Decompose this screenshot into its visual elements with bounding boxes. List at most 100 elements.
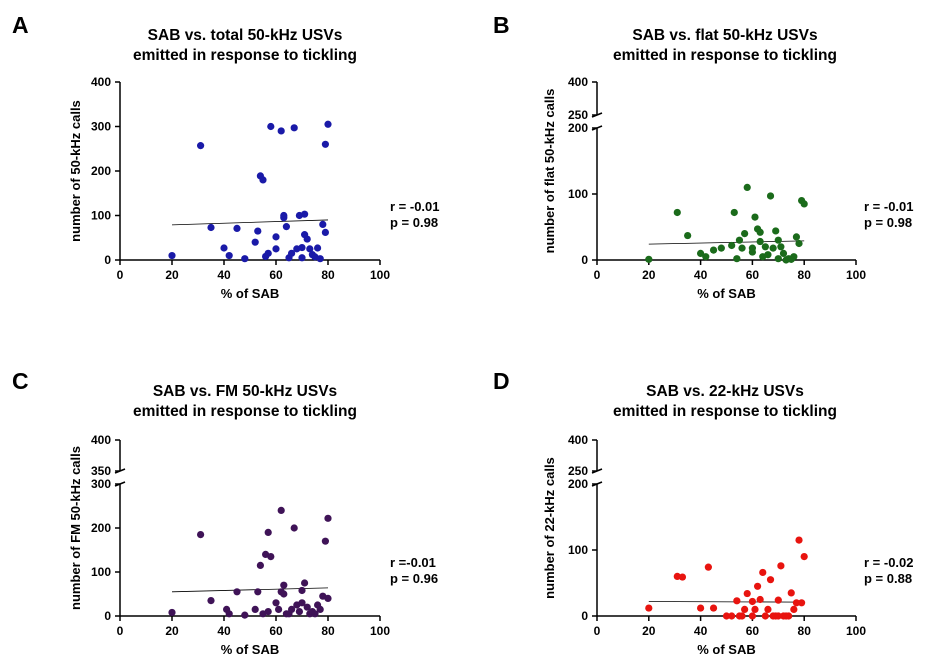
data-point <box>295 608 303 616</box>
data-point <box>314 244 322 252</box>
data-point <box>738 612 746 620</box>
data-point <box>275 605 283 614</box>
data-point <box>256 561 264 570</box>
y-tick-label: 200 <box>91 521 111 535</box>
y-tick-label: 100 <box>568 543 588 557</box>
data-point <box>766 576 775 584</box>
chart-title: emitted in response to tickling <box>613 403 837 420</box>
data-point <box>738 244 746 252</box>
data-point <box>673 208 681 217</box>
chart-title: emitted in response to tickling <box>133 47 357 64</box>
data-point <box>741 605 749 614</box>
x-tick-label: 20 <box>642 624 656 638</box>
data-point <box>288 605 296 614</box>
data-point <box>792 599 801 607</box>
data-point <box>277 506 285 514</box>
data-point <box>233 224 241 233</box>
chart-title: SAB vs. flat 50-kHz USVs <box>632 27 817 44</box>
x-tick-label: 80 <box>798 624 812 638</box>
data-point <box>259 176 267 184</box>
data-point <box>795 239 803 248</box>
data-point <box>241 255 249 263</box>
y-tick-label: 0 <box>581 609 588 623</box>
data-point <box>303 603 311 611</box>
x-tick-label: 0 <box>117 624 124 638</box>
panel-letter: A <box>12 12 29 38</box>
data-point <box>225 610 233 618</box>
data-point <box>800 553 808 561</box>
y-tick-label: 0 <box>104 253 111 267</box>
data-point <box>743 589 751 598</box>
panel-letter: D <box>493 368 510 394</box>
x-tick-label: 80 <box>798 268 812 282</box>
data-point <box>678 573 687 581</box>
data-point <box>704 563 712 571</box>
data-point <box>168 251 176 260</box>
data-point <box>316 255 324 263</box>
data-point <box>298 254 306 262</box>
data-point <box>741 230 749 238</box>
data-point <box>280 214 288 222</box>
y-tick-label: 200 <box>568 121 588 135</box>
data-point <box>254 227 262 235</box>
data-point <box>756 237 764 246</box>
y-tick-label: 300 <box>91 120 111 134</box>
x-tick-label: 80 <box>321 268 335 282</box>
y-tick-label: 100 <box>91 565 111 579</box>
chart-title: SAB vs. total 50-kHz USVs <box>148 27 343 44</box>
data-point <box>728 241 736 250</box>
data-point <box>298 243 306 252</box>
y-axis-label: number of FM 50-kHz calls <box>68 446 83 610</box>
y-tick-label: 250 <box>568 108 588 122</box>
data-point <box>774 255 782 263</box>
regression-line <box>171 219 329 226</box>
stat-p: p = 0.96 <box>390 571 438 586</box>
data-point <box>697 249 705 257</box>
data-point <box>264 608 272 616</box>
x-tick-label: 60 <box>746 624 760 638</box>
data-point <box>792 233 801 241</box>
data-point <box>316 605 324 614</box>
panel-letter: C <box>12 368 29 394</box>
data-point <box>785 612 793 620</box>
data-point <box>264 528 272 537</box>
x-axis-label: % of SAB <box>697 286 756 301</box>
y-tick-label: 400 <box>568 433 588 447</box>
x-tick-label: 40 <box>217 268 231 282</box>
data-point <box>290 524 298 532</box>
data-point <box>774 612 782 620</box>
data-point <box>756 228 764 236</box>
data-point <box>225 251 233 260</box>
y-axis-label: number of 50-kHz calls <box>68 100 83 242</box>
x-axis-label: % of SAB <box>697 642 756 657</box>
data-point <box>207 597 215 605</box>
data-point <box>764 251 772 259</box>
stat-p: p = 0.88 <box>864 571 912 586</box>
data-point <box>748 612 757 620</box>
y-axis-label: number of 22-kHz calls <box>542 457 557 599</box>
data-point <box>790 605 798 614</box>
data-point <box>733 255 741 263</box>
y-tick-label: 0 <box>581 253 588 267</box>
data-point <box>772 227 780 235</box>
data-point <box>277 127 285 135</box>
data-point <box>697 604 705 612</box>
x-axis-label: % of SAB <box>221 642 280 657</box>
data-point <box>761 243 769 251</box>
data-point <box>730 208 738 217</box>
y-axis-label: number of flat 50-kHz calls <box>542 89 557 254</box>
x-tick-label: 100 <box>370 268 390 282</box>
data-point <box>272 233 280 241</box>
data-point <box>702 253 710 261</box>
y-tick-label: 400 <box>568 75 588 89</box>
x-tick-label: 0 <box>117 268 124 282</box>
data-point <box>301 210 309 218</box>
y-tick-label: 250 <box>568 464 588 478</box>
data-point <box>233 588 241 596</box>
data-point <box>254 588 262 596</box>
data-point <box>264 249 272 257</box>
data-point <box>684 231 692 240</box>
data-point <box>306 245 314 253</box>
panel-d: D SAB vs. 22-kHz USVs emitted in response … <box>493 368 914 657</box>
data-point <box>197 531 205 539</box>
